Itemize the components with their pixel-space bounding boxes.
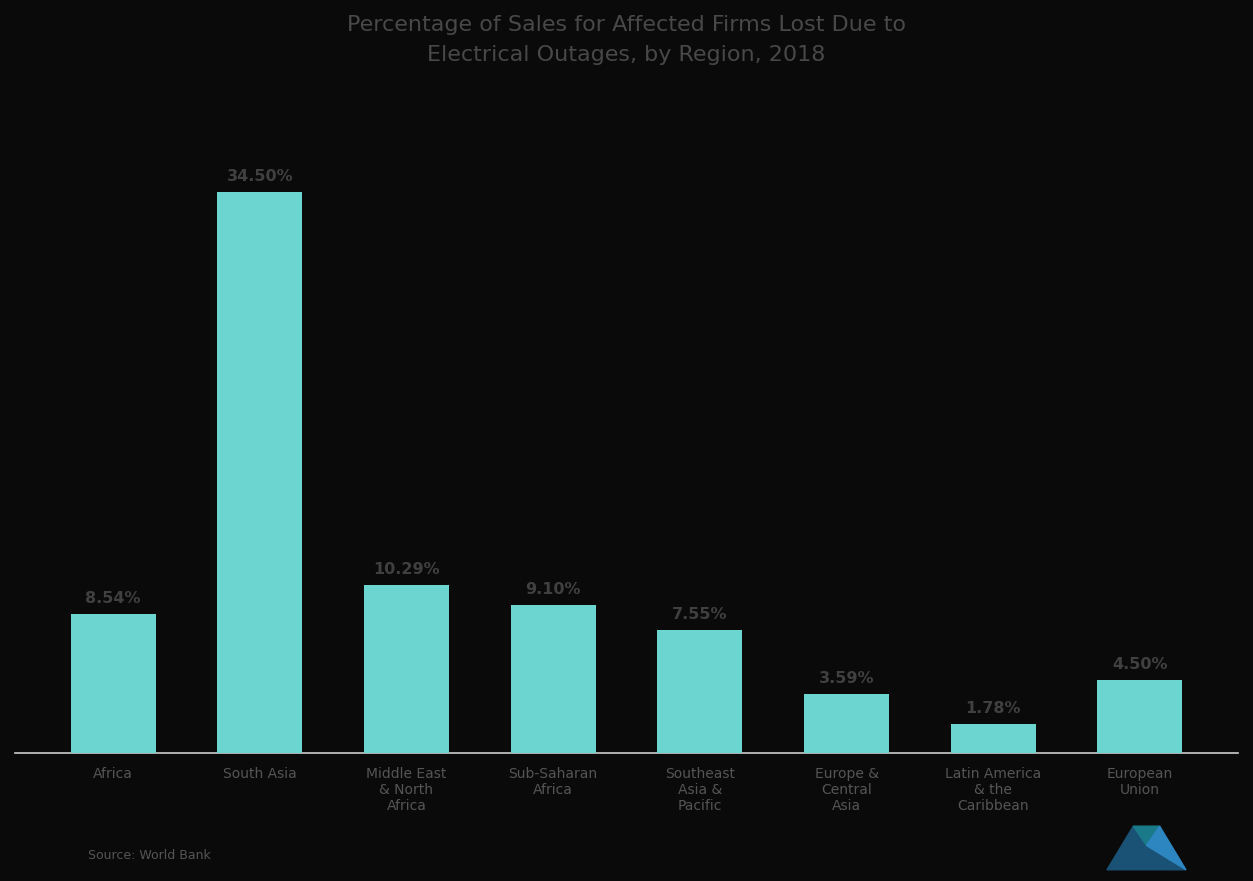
Bar <box>951 724 1036 753</box>
Text: 9.10%: 9.10% <box>525 581 581 596</box>
Text: 8.54%: 8.54% <box>85 591 140 606</box>
Text: Source: World Bank: Source: World Bank <box>88 849 211 862</box>
Text: 7.55%: 7.55% <box>672 607 728 622</box>
Text: 34.50%: 34.50% <box>227 168 293 183</box>
Text: 3.59%: 3.59% <box>818 671 875 686</box>
Polygon shape <box>1146 826 1185 870</box>
Text: 1.78%: 1.78% <box>966 700 1021 715</box>
Bar <box>1098 679 1183 753</box>
Title: Percentage of Sales for Affected Firms Lost Due to
Electrical Outages, by Region: Percentage of Sales for Affected Firms L… <box>347 15 906 64</box>
Text: 4.50%: 4.50% <box>1113 656 1168 671</box>
Bar <box>658 630 742 753</box>
Polygon shape <box>1108 846 1185 870</box>
Bar <box>511 605 595 753</box>
Bar <box>70 614 155 753</box>
Bar <box>363 586 449 753</box>
Text: 10.29%: 10.29% <box>373 562 440 577</box>
Polygon shape <box>1108 826 1146 870</box>
Bar <box>217 192 302 753</box>
Polygon shape <box>1134 826 1160 846</box>
Bar <box>804 694 890 753</box>
